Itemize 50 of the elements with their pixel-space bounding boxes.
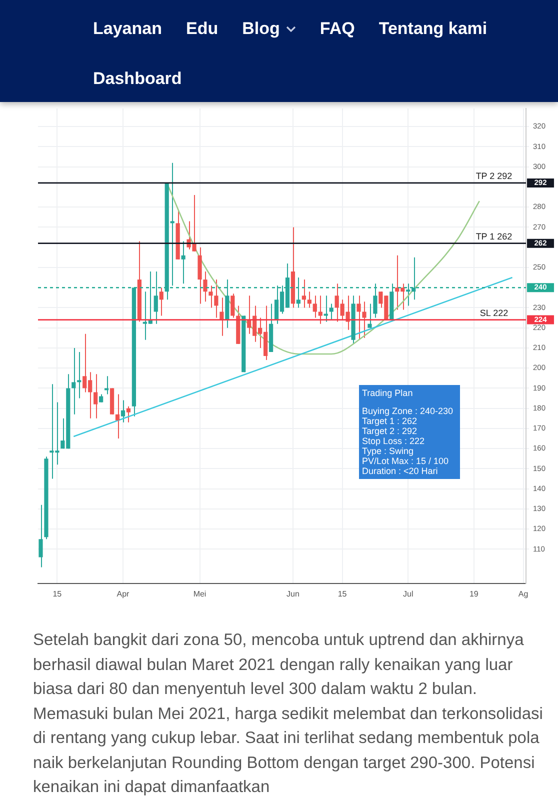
text: FAQ xyxy=(320,18,355,40)
candlestick xyxy=(72,347,76,415)
annotation: Duration : <20 Hari xyxy=(362,466,439,476)
x-tick-label: Mei xyxy=(193,589,206,598)
annotation: Target 2 : 292 xyxy=(362,426,418,436)
text: Blog xyxy=(242,18,281,40)
x-tick-label: Apr xyxy=(116,589,130,598)
text: Dashboard xyxy=(93,68,182,90)
candlestick xyxy=(312,295,317,318)
candlestick xyxy=(329,303,334,320)
annotation: Stop Loss : 222 xyxy=(362,436,426,446)
x-tick-label: 15 xyxy=(338,589,348,598)
candlestick xyxy=(77,351,82,399)
candlestick xyxy=(214,279,218,318)
candlestick xyxy=(362,301,366,338)
ref-line-label: SL 222 xyxy=(480,308,508,318)
candlestick xyxy=(208,285,213,308)
x-tick-label: Jun xyxy=(286,589,300,598)
annotation: PV/Lot Max : 15 / 100 xyxy=(362,456,450,466)
candlestick xyxy=(181,240,186,284)
candlestick xyxy=(104,376,109,395)
candlestick xyxy=(94,374,98,419)
candlestick xyxy=(120,400,126,423)
text: Setelah bangkit dari zona 50, mencoba untuk uptrend dan akhirnya berhasil diawal bulan Maret 2021 dengan rally kenaikan yang luar biasa dari 80 dan menyentuh level 300 dalam waktu 2 bulan. Memasuki bulan Mei 2021, harga sedikit melembat dan terkonsolidasi di rentang yang cukup lebar. Saat ini terlihat sedang membentuk pola naik berkelanjutan Rounding Bottom dengan target 290-300. Potensi kenaikan ini dapat dimanfaatkan xyxy=(33,630,543,798)
candlestick xyxy=(115,394,120,440)
ref-line-label: TP 2 292 xyxy=(476,170,512,181)
x-tick-label: 15 xyxy=(52,589,62,598)
candlestick xyxy=(203,270,208,302)
candlestick xyxy=(126,406,131,423)
x-tick-label: Ag xyxy=(518,589,528,598)
annotation: Trading Plan xyxy=(362,388,414,398)
candlestick xyxy=(220,297,224,336)
annotation: Target 1 : 262 xyxy=(362,416,418,426)
candlestick xyxy=(356,295,361,340)
candlestick xyxy=(302,279,306,308)
candlestick xyxy=(368,303,372,328)
candlestick xyxy=(159,287,164,316)
text: Tentang kami xyxy=(378,18,488,40)
text: Layanan xyxy=(93,18,162,40)
candlestick xyxy=(38,504,43,568)
text: Edu xyxy=(186,18,218,40)
candlestick xyxy=(230,293,235,318)
x-tick-label: 19 xyxy=(469,589,479,598)
candlestick xyxy=(324,295,328,322)
annotation: Type : Swing xyxy=(362,446,415,456)
ref-line-label: TP 1 262 xyxy=(476,231,512,242)
annotation: Buying Zone : 240-230 xyxy=(362,406,454,416)
candlestick xyxy=(318,295,322,324)
x-tick-label: Jul xyxy=(402,589,414,598)
candlestick xyxy=(307,291,312,308)
